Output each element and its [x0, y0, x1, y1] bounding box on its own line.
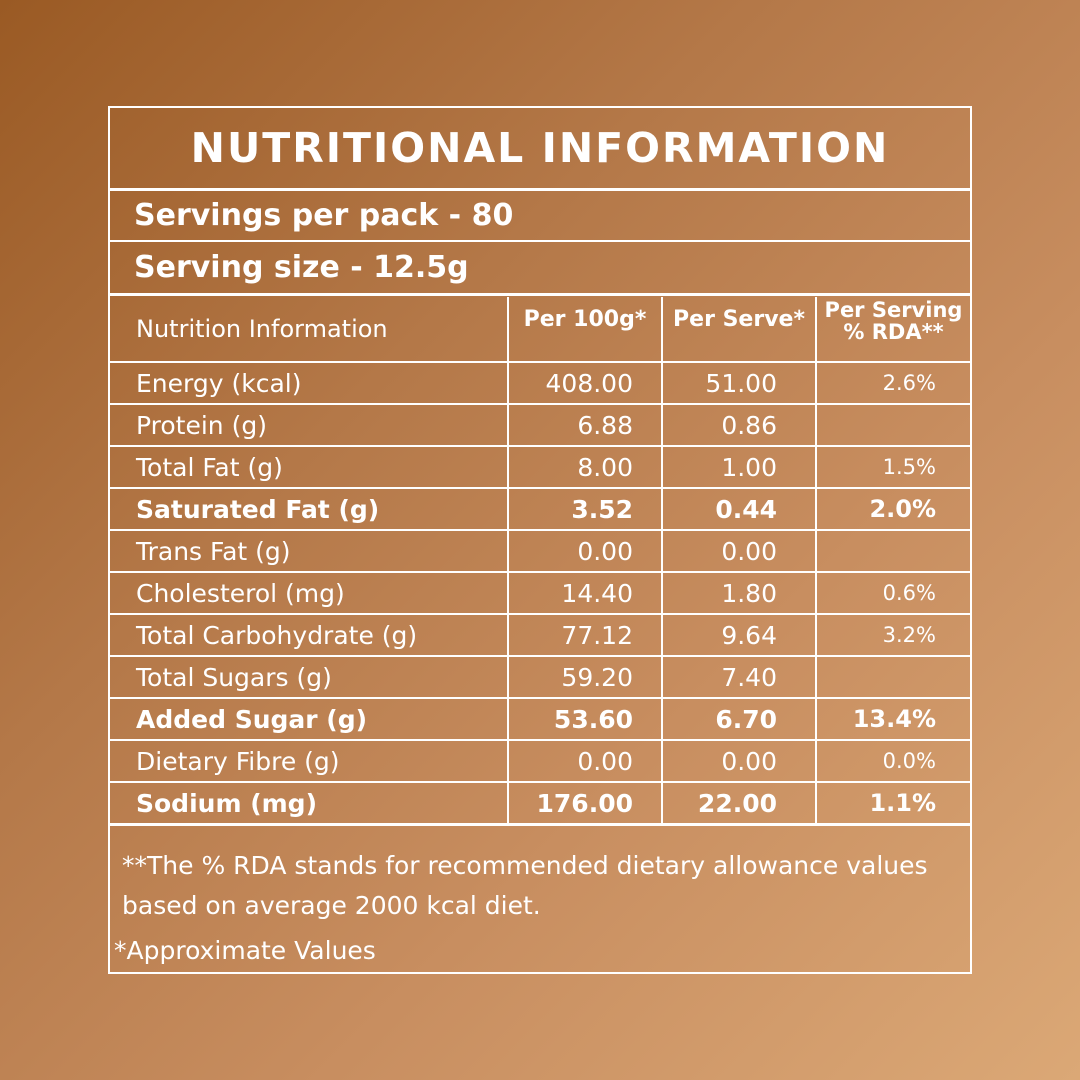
rda-value: 2.6%	[815, 361, 970, 405]
per-serve-value: 7.40	[661, 655, 817, 699]
header-per-serving: Per Serving	[824, 298, 963, 322]
table-header-row: Nutrition Information Per 100g* Per Serv…	[110, 297, 970, 363]
rda-value: 3.2%	[815, 613, 970, 657]
nutrient-name: Cholesterol (mg)	[110, 571, 509, 615]
table-row: Total Carbohydrate (g) 77.12 9.64 3.2%	[110, 613, 970, 657]
per-100g-value: 59.20	[507, 655, 663, 699]
per-100g-value: 8.00	[507, 445, 663, 489]
per-serve-value: 6.70	[661, 697, 817, 741]
per-100g-value: 0.00	[507, 529, 663, 573]
per-100g-value: 6.88	[507, 403, 663, 447]
table-row: Dietary Fibre (g) 0.00 0.00 0.0%	[110, 739, 970, 783]
rda-footnote: **The % RDA stands for recommended dieta…	[122, 851, 928, 920]
header-per-serve: Per Serve*	[661, 297, 817, 363]
nutrient-name: Protein (g)	[110, 403, 509, 447]
table-row: Energy (kcal) 408.00 51.00 2.6%	[110, 361, 970, 405]
table-row: Saturated Fat (g) 3.52 0.44 2.0%	[110, 487, 970, 531]
nutrition-panel: NUTRITIONAL INFORMATION Servings per pac…	[108, 106, 972, 974]
nutrient-name: Dietary Fibre (g)	[110, 739, 509, 783]
per-100g-value: 53.60	[507, 697, 663, 741]
per-100g-value: 408.00	[507, 361, 663, 405]
rda-value: 2.0%	[815, 487, 970, 531]
servings-per-pack: Servings per pack - 80	[110, 190, 970, 242]
per-serve-value: 0.44	[661, 487, 817, 531]
per-serve-value: 0.86	[661, 403, 817, 447]
rda-value: 13.4%	[815, 697, 970, 741]
rda-value	[815, 655, 970, 699]
table-row: Added Sugar (g) 53.60 6.70 13.4%	[110, 697, 970, 741]
header-rda: % RDA**	[843, 320, 944, 344]
nutrient-name: Total Fat (g)	[110, 445, 509, 489]
per-100g-value: 176.00	[507, 781, 663, 826]
per-serve-value: 22.00	[661, 781, 817, 826]
nutrition-table: Nutrition Information Per 100g* Per Serv…	[110, 297, 970, 826]
header-per-100g: Per 100g*	[507, 297, 663, 363]
table-row: Cholesterol (mg) 14.40 1.80 0.6%	[110, 571, 970, 615]
nutrient-name: Sodium (mg)	[110, 781, 509, 826]
nutrient-name: Energy (kcal)	[110, 361, 509, 405]
rda-value: 0.6%	[815, 571, 970, 615]
per-serve-value: 0.00	[661, 739, 817, 783]
table-row: Total Fat (g) 8.00 1.00 1.5%	[110, 445, 970, 489]
table-row: Total Sugars (g) 59.20 7.40	[110, 655, 970, 699]
per-serve-value: 51.00	[661, 361, 817, 405]
per-100g-value: 77.12	[507, 613, 663, 657]
panel-title: NUTRITIONAL INFORMATION	[110, 108, 970, 191]
per-serve-value: 0.00	[661, 529, 817, 573]
table-row: Sodium (mg) 176.00 22.00 1.1%	[110, 781, 970, 826]
per-serve-value: 9.64	[661, 613, 817, 657]
nutrient-name: Added Sugar (g)	[110, 697, 509, 741]
per-100g-value: 0.00	[507, 739, 663, 783]
header-per-serving-rda: Per Serving % RDA**	[815, 297, 970, 363]
rda-value	[815, 403, 970, 447]
per-serve-value: 1.80	[661, 571, 817, 615]
rda-value: 0.0%	[815, 739, 970, 783]
rda-value: 1.5%	[815, 445, 970, 489]
per-100g-value: 14.40	[507, 571, 663, 615]
per-serve-value: 1.00	[661, 445, 817, 489]
serving-size: Serving size - 12.5g	[110, 242, 970, 296]
nutrient-name: Saturated Fat (g)	[110, 487, 509, 531]
approximate-values-note: *Approximate Values	[114, 936, 376, 965]
nutrient-name: Total Sugars (g)	[110, 655, 509, 699]
rda-value	[815, 529, 970, 573]
table-row: Trans Fat (g) 0.00 0.00	[110, 529, 970, 573]
rda-value: 1.1%	[815, 781, 970, 826]
per-100g-value: 3.52	[507, 487, 663, 531]
nutrient-name: Trans Fat (g)	[110, 529, 509, 573]
table-row: Protein (g) 6.88 0.86	[110, 403, 970, 447]
header-nutrition-information: Nutrition Information	[110, 297, 509, 363]
nutrient-name: Total Carbohydrate (g)	[110, 613, 509, 657]
